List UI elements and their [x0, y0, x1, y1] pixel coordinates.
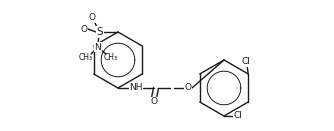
Text: Cl: Cl: [242, 58, 251, 67]
Text: S: S: [97, 27, 103, 37]
Text: CH₃: CH₃: [79, 53, 93, 61]
Text: Cl: Cl: [233, 111, 242, 121]
Text: N: N: [95, 42, 102, 51]
Text: NH: NH: [129, 83, 143, 92]
Text: O: O: [80, 24, 88, 34]
Text: O: O: [151, 97, 158, 107]
Text: CH₃: CH₃: [104, 53, 118, 61]
Text: O: O: [89, 13, 96, 23]
Text: O: O: [184, 83, 191, 92]
